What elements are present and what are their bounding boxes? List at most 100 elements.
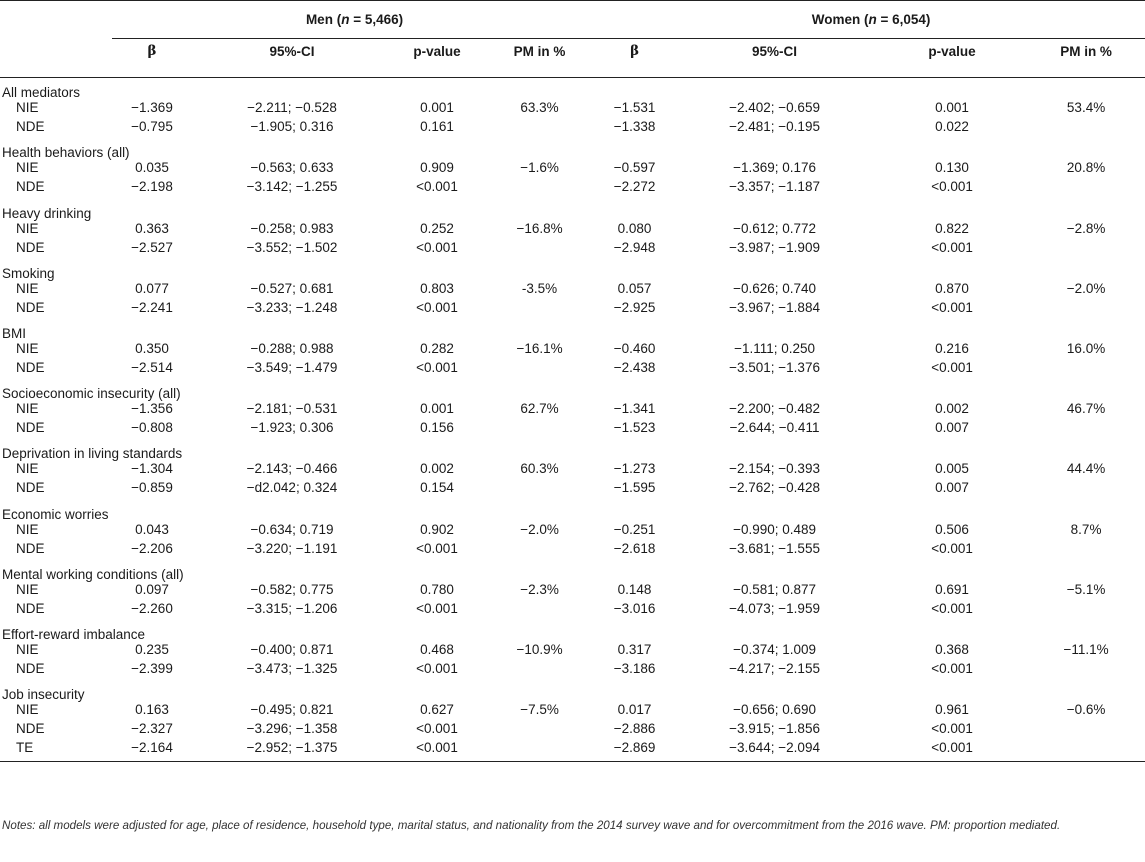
- cell-men-pvalue: <0.001: [416, 600, 458, 616]
- cell-men-beta: 0.077: [135, 280, 169, 296]
- cell-women-ci: −4.073; −1.959: [729, 600, 820, 616]
- cell-women-pvalue: 0.002: [935, 401, 969, 417]
- row-label: NDE: [16, 660, 45, 676]
- table-row: NIE 0.363 −0.258; 0.983 0.252 −16.8% 0.080 −0.…: [0, 221, 1145, 240]
- women-n-label: n: [868, 11, 877, 27]
- cell-women-pm: 44.4%: [1066, 461, 1106, 477]
- cell-women-beta: −2.886: [613, 721, 656, 737]
- cell-women-pm: [1027, 300, 1145, 319]
- col-header-women-pm: PM in %: [1027, 38, 1145, 78]
- men-header-suffix: = 5,466): [349, 11, 404, 27]
- cell-women-pvalue: 0.007: [935, 420, 969, 436]
- cell-men-ci: −1.923; 0.306: [250, 420, 334, 436]
- cell-men-pm: −2.3%: [520, 581, 559, 597]
- cell-men-pm: [482, 721, 597, 740]
- cell-men-beta: −1.369: [131, 100, 173, 116]
- header-blank: [0, 0, 112, 39]
- row-label: NIE: [16, 702, 39, 718]
- cell-men-beta: −1.304: [131, 461, 173, 477]
- cell-men-ci: −3.233; −1.248: [246, 299, 338, 315]
- col-header-men-ci: 95%-CI: [192, 38, 392, 78]
- cell-women-beta: −1.531: [613, 100, 656, 116]
- cell-women-beta: −3.016: [613, 600, 656, 616]
- cell-women-ci: −2.200; −0.482: [729, 401, 820, 417]
- cell-women-pm: 16.0%: [1066, 340, 1106, 356]
- cell-women-beta: 0.148: [617, 581, 652, 597]
- cell-women-pvalue: 0.022: [935, 119, 969, 135]
- cell-men-pm: 63.3%: [520, 100, 559, 116]
- cell-men-pvalue: 0.627: [420, 702, 454, 718]
- cell-women-pm: [1027, 420, 1145, 439]
- cell-men-beta: −2.327: [131, 721, 173, 737]
- row-label: NDE: [16, 179, 45, 195]
- row-label: NDE: [16, 600, 45, 616]
- cell-women-ci: −2.402; −0.659: [729, 100, 820, 116]
- section-title: Economic worries: [2, 506, 109, 522]
- cell-women-pvalue: 0.005: [935, 461, 969, 477]
- cell-women-pvalue: <0.001: [931, 540, 973, 556]
- cell-women-pvalue: 0.216: [935, 340, 969, 356]
- row-label: NIE: [16, 340, 39, 356]
- row-label: NIE: [16, 280, 39, 296]
- cell-women-beta: −0.251: [613, 521, 656, 537]
- col-header-women-ci: 95%-CI: [672, 38, 878, 78]
- group-header-row: Men (n = 5,466) Women (n = 6,054): [0, 0, 1145, 39]
- row-label: NDE: [16, 359, 45, 375]
- cell-women-pm: −11.1%: [1063, 641, 1109, 657]
- cell-men-pm: [482, 360, 597, 379]
- cell-men-ci: −2.181; −0.531: [246, 401, 338, 417]
- cell-women-beta: −2.925: [613, 299, 656, 315]
- men-n-label: n: [341, 11, 350, 27]
- table-row: NIE 0.035 −0.563; 0.633 0.909 −1.6% −0.597 −1.…: [0, 160, 1145, 179]
- cell-men-beta: −2.206: [131, 540, 173, 556]
- cell-men-pm: 60.3%: [520, 461, 559, 477]
- cell-men-beta: 0.350: [135, 340, 169, 356]
- cell-men-pvalue: 0.002: [420, 461, 454, 477]
- cell-men-beta: −0.808: [131, 420, 173, 436]
- cell-men-ci: −0.527; 0.681: [250, 280, 334, 296]
- cell-men-pm: [482, 119, 597, 138]
- cell-men-ci: −3.552; −1.502: [246, 239, 338, 255]
- row-label: NDE: [16, 239, 45, 255]
- row-label: NDE: [16, 540, 45, 556]
- cell-women-pm: 8.7%: [1070, 521, 1102, 537]
- cell-men-beta: −2.241: [131, 299, 173, 315]
- cell-men-beta: 0.097: [135, 581, 169, 597]
- section-title: BMI: [2, 325, 27, 341]
- table-row: NDE −2.514 −3.549; −1.479 <0.001 −2.438 −3.50…: [0, 360, 1145, 379]
- cell-women-beta: 0.017: [617, 702, 652, 718]
- section-header-row: Economic worries: [0, 499, 1145, 522]
- cell-men-pvalue: <0.001: [416, 660, 458, 676]
- cell-men-beta: 0.363: [135, 220, 169, 236]
- cell-men-beta: 0.035: [135, 160, 169, 176]
- section-title: Job insecurity: [2, 687, 85, 703]
- cell-women-ci: −0.612; 0.772: [733, 220, 817, 236]
- cell-men-beta: −2.164: [112, 740, 192, 763]
- cell-men-pm: [482, 740, 598, 763]
- cell-men-pvalue: 0.161: [420, 119, 454, 135]
- cell-women-pm: [1027, 360, 1145, 379]
- row-label: NDE: [16, 119, 45, 135]
- section-header-row: Smoking: [0, 259, 1145, 281]
- cell-men-ci: −3.549; −1.479: [246, 359, 338, 375]
- cell-men-pm: −7.5%: [520, 702, 559, 718]
- cell-women-beta: −1.341: [613, 401, 656, 417]
- cell-men-pm: −2.0%: [520, 521, 559, 537]
- cell-women-ci: −2.154; −0.393: [729, 461, 820, 477]
- table-row: TE −2.164 −2.952; −1.375 <0.001 −2.869 −3.644…: [0, 740, 1145, 763]
- cell-men-ci: −1.905; 0.316: [250, 119, 334, 135]
- cell-men-beta: 0.235: [135, 641, 169, 657]
- table-row: NIE −1.369 −2.211; −0.528 0.001 63.3% −1.531 −…: [0, 100, 1145, 119]
- cell-men-pvalue: <0.001: [416, 540, 458, 556]
- cell-men-beta: −1.356: [131, 401, 173, 417]
- cell-men-ci: −2.143; −0.466: [246, 461, 338, 477]
- cell-men-pvalue: 0.909: [420, 160, 454, 176]
- cell-women-beta: −0.460: [613, 340, 656, 356]
- table-body: All mediators NIE −1.369 −2.211; −0.528 0.00…: [0, 78, 1145, 763]
- cell-women-beta: −2.272: [613, 179, 656, 195]
- cell-women-pvalue: 0.506: [935, 521, 969, 537]
- section-header-row: Health behaviors (all): [0, 138, 1145, 160]
- table-row: NIE 0.097 −0.582; 0.775 0.780 −2.3% 0.148 −0.5…: [0, 582, 1145, 601]
- cell-men-beta: −2.198: [131, 179, 173, 195]
